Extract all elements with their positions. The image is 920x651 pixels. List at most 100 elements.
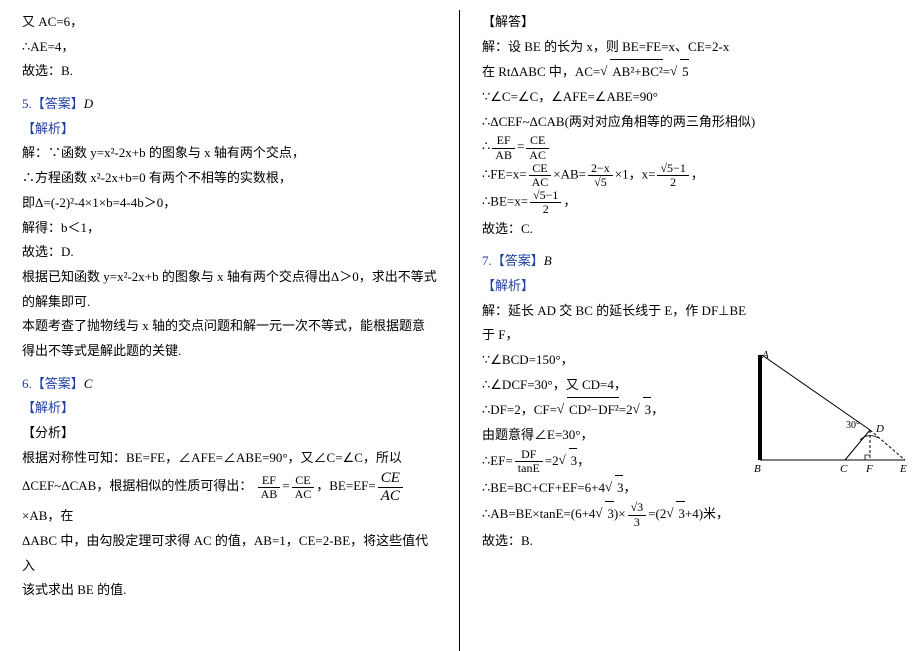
label-D: D [875,423,884,435]
jieda-label: 【解答】 [482,10,898,35]
denominator: AC [292,488,315,501]
text: ∴AB=BE×tanE=(6+4 [482,506,595,521]
label-angle: 30° [846,420,860,431]
text-line: 根据对称性可知：BE=FE，∠AFE=∠ABE=90°，又∠C=∠C，所以 [22,446,437,471]
answer-header-7: 7.【答案】B [482,249,898,274]
text-line: 故选：D. [22,240,437,265]
fraction: EFAB [258,474,281,501]
sqrt: CD²−DF² [567,397,619,423]
numerator: DF [515,448,543,462]
diagram-svg: A B C D E F 30° [750,350,910,480]
text: 在 RtΔABC 中，AC= [482,64,600,79]
denominator: AC [378,488,403,505]
numerator: √5−1 [530,189,561,203]
denominator: 3 [628,516,647,529]
fenxi-label: 【分析】 [22,421,437,446]
sqrt: 3 [605,501,614,527]
numerator: CE [529,162,552,176]
sqrt: 3 [569,448,578,474]
text-line: ∴AE=4， [22,35,437,60]
text: ∴BE=x= [482,194,528,209]
geometry-diagram: A B C D E F 30° [750,350,910,480]
analysis-label: 【解析】 [22,117,437,142]
numerator: EF [492,134,515,148]
text: +4)米， [685,506,729,521]
text-line: ΔCEF~ΔCAB，根据相似的性质可得出： EFAB=CEAC，BE=EF=CE… [22,470,437,529]
text-line: 解得：b＜1， [22,216,437,241]
text-line: 故选：B. [482,529,898,554]
denominator: 2 [530,203,561,216]
sqrt: 3 [615,475,624,501]
label-F: F [865,463,873,475]
answer-label: 6.【答案】 [22,376,84,391]
text-line: 解：延长 AD 交 BC 的延长线于 E，作 DF⊥BE [482,299,898,324]
text-line: ∴ΔCEF~ΔCAB(两对对应角相等的两三角形相似) [482,110,898,135]
label-C: C [840,463,848,475]
fraction: EFAB [492,134,515,161]
text: ， [623,480,636,495]
numerator: EF [258,474,281,488]
text-line: 的解集即可. [22,290,437,315]
text: ×AB= [553,166,586,181]
numerator: CE [526,134,549,148]
text-line: 根据已知函数 y=x²-2x+b 的图象与 x 轴有两个交点得出Δ＞0，求出不等… [22,265,437,290]
text: =2 [545,453,559,468]
text: ∴EF= [482,453,513,468]
denominator: √5 [588,176,613,189]
answer-label: 5.【答案】 [22,96,84,111]
fraction: √33 [628,501,647,528]
sqrt: 3 [676,501,685,527]
sqrt: 3 [643,397,652,423]
text-line: 又 AC=6， [22,10,437,35]
fraction: DFtanE [515,448,543,475]
text-line: ∴方程函数 x²-2x+b=0 有两个不相等的实数根， [22,166,437,191]
text-line: ΔABC 中，由勾股定理可求得 AC 的值，AB=1，CE=2-BE，将这些值代… [22,529,437,578]
numerator: 2−x [588,162,613,176]
fraction: √5−12 [657,162,688,189]
fraction: 2−x√5 [588,162,613,189]
analysis-label: 【解析】 [482,274,898,299]
text-line: 在 RtΔABC 中，AC= AB²+BC²= 5 [482,59,898,85]
answer-letter: D [84,96,93,111]
analysis-label: 【解析】 [22,396,437,421]
text-line: ∴BE=x=√5−12， [482,189,898,216]
text-line: 即Δ=(-2)²-4×1×b=4-4b＞0， [22,191,437,216]
sqrt: AB²+BC² [610,59,663,85]
text-line: 故选：B. [22,59,437,84]
denominator: AC [526,149,549,162]
text: ×1，x= [615,166,656,181]
text-line: 解：设 BE 的长为 x，则 BE=FE=x、CE=2-x [482,35,898,60]
text: ， [691,166,704,181]
text: =(2 [648,506,666,521]
numerator: CE [292,474,315,488]
right-column: 【解答】 解：设 BE 的长为 x，则 BE=FE=x、CE=2-x 在 RtΔ… [460,10,920,651]
label-A: A [761,350,769,361]
fraction: CEAC [292,474,315,501]
text: ∴DF=2，CF= [482,402,557,417]
text-line: ∴FE=x=CEAC×AB=2−x√5×1，x=√5−12， [482,162,898,189]
denominator: AB [258,488,281,501]
answer-header-6: 6.【答案】C [22,372,437,397]
text: )× [614,506,626,521]
text-line: ∵∠C=∠C，∠AFE=∠ABE=90° [482,85,898,110]
numerator: CE [378,470,403,488]
sqrt: 5 [680,59,689,85]
text-line: 解：∵函数 y=x²-2x+b 的图象与 x 轴有两个交点， [22,141,437,166]
fraction: CEAC [378,470,403,504]
text: ∴FE=x= [482,166,527,181]
text-line: 于 F， [482,323,898,348]
page: 又 AC=6， ∴AE=4， 故选：B. 5.【答案】D 【解析】 解：∵函数 … [0,0,920,651]
text: ∴BE=BC+CF+EF=6+4 [482,480,605,495]
text: ∴ [482,139,490,154]
text: ， [563,194,576,209]
text: ， [651,402,664,417]
left-column: 又 AC=6， ∴AE=4， 故选：B. 5.【答案】D 【解析】 解：∵函数 … [0,10,460,651]
fraction: CEAC [526,134,549,161]
denominator: AB [492,149,515,162]
answer-letter: C [84,376,93,391]
text: ，BE=EF= [316,478,375,493]
text: = [663,64,670,79]
text-line: 本题考查了抛物线与 x 轴的交点问题和解一元一次不等式，能根据题意 [22,314,437,339]
label-E: E [899,463,907,475]
answer-header-5: 5.【答案】D [22,92,437,117]
